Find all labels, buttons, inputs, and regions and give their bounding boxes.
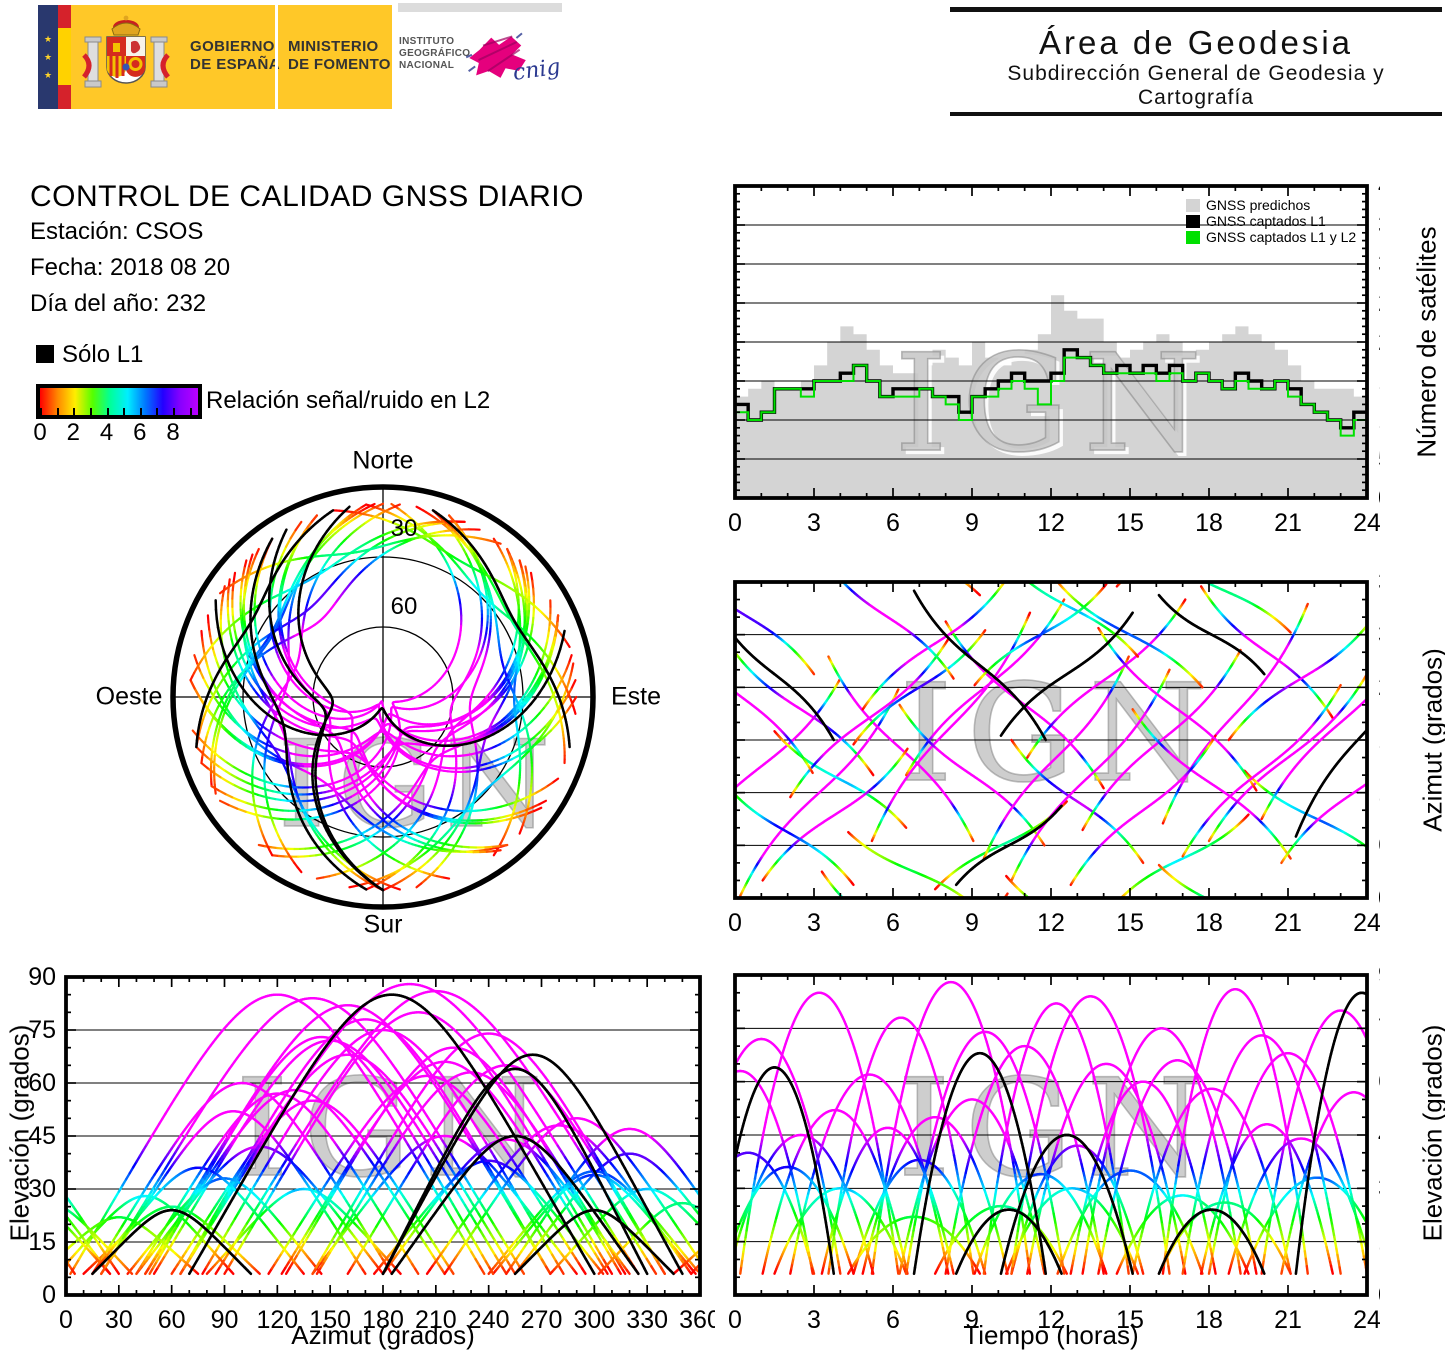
ministerio-label: MINISTERIO DE FOMENTO bbox=[288, 38, 391, 73]
az-time-ylabel: Azimut (grados) bbox=[1417, 648, 1445, 832]
legend-swatch bbox=[1186, 214, 1200, 228]
el-az-chart bbox=[0, 965, 715, 1345]
colorbar-tick bbox=[106, 408, 109, 415]
doy-line: Día del año: 232 bbox=[30, 290, 207, 317]
el-time-chart bbox=[720, 965, 1380, 1345]
skyplot-label-north: Norte bbox=[352, 446, 414, 475]
area-subtitle: Subdirección General de Geodesia y Carto… bbox=[1007, 62, 1385, 109]
colorbar-tick-label: 2 bbox=[66, 419, 80, 446]
skyplot-canvas bbox=[95, 445, 675, 935]
colorbar-tick-label: 8 bbox=[166, 419, 180, 446]
colorbar-tick-label: 6 bbox=[133, 419, 147, 446]
cnig-logo-icon: cnig bbox=[458, 28, 562, 99]
spain-flag-icon bbox=[58, 5, 71, 109]
el-az-ylabel: Elevación (grados) bbox=[4, 1024, 35, 1242]
eu-flag-icon: ★ ★ ★ bbox=[38, 5, 58, 109]
colorbar-tick bbox=[73, 408, 76, 415]
l1-only-swatch bbox=[36, 345, 54, 363]
header-rule-top bbox=[950, 7, 1442, 12]
ign-panel-topbar bbox=[398, 3, 562, 12]
legend-item: GNSS captados L1 y L2 bbox=[1186, 229, 1356, 245]
skyplot-label-east: Este bbox=[610, 682, 662, 711]
az-time-chart bbox=[720, 568, 1380, 943]
report-title: CONTROL DE CALIDAD GNSS DIARIO bbox=[30, 180, 584, 213]
snr-colorbar-label: Relación señal/ruido en L2 bbox=[206, 387, 491, 414]
colorbar-tick bbox=[56, 408, 59, 415]
legend-item: GNSS predichos bbox=[1186, 197, 1356, 213]
el-time-xlabel: Tiempo (horas) bbox=[963, 1320, 1139, 1350]
colorbar-tick bbox=[123, 408, 126, 415]
sat-count-chart bbox=[720, 175, 1380, 545]
instituto-label: INSTITUTO GEOGRÁFICO NACIONAL bbox=[399, 36, 471, 71]
skyplot-ring-label-60: 60 bbox=[390, 593, 418, 620]
l1-only-label: Sólo L1 bbox=[62, 341, 144, 368]
legend-label: GNSS predichos bbox=[1206, 197, 1311, 213]
banner-divider bbox=[275, 5, 278, 109]
colorbar-tick-label: 4 bbox=[99, 419, 114, 446]
legend-label: GNSS captados L1 y L2 bbox=[1206, 229, 1357, 245]
gobierno-label: GOBIERNO DE ESPAÑA bbox=[190, 38, 281, 73]
coat-of-arms-icon bbox=[78, 15, 174, 104]
legend-swatch bbox=[1186, 198, 1200, 212]
cnig-script: cnig bbox=[511, 55, 562, 86]
area-title: Área de Geodesia bbox=[1038, 24, 1353, 61]
colorbar-tick-label: 0 bbox=[33, 419, 47, 446]
gov-banner: ★ ★ ★ bbox=[38, 5, 392, 109]
el-time-ylabel: Elevación (grados) bbox=[1417, 1024, 1445, 1242]
colorbar-tick bbox=[189, 408, 192, 415]
skyplot-ring-label-30: 30 bbox=[390, 515, 418, 542]
colorbar-tick bbox=[40, 408, 42, 415]
colorbar-tick bbox=[139, 408, 142, 415]
el-az-xlabel: Azimut (grados) bbox=[291, 1320, 475, 1350]
legend-item: GNSS captados L1 bbox=[1186, 213, 1356, 229]
station-line: Estación: CSOS bbox=[30, 218, 204, 245]
colorbar-tick bbox=[173, 408, 176, 415]
sat-count-legend: GNSS predichos GNSS captados L1 GNSS capta… bbox=[1186, 197, 1356, 245]
date-line: Fecha: 2018 08 20 bbox=[30, 254, 231, 281]
legend-label: GNSS captados L1 bbox=[1206, 213, 1326, 229]
colorbar-tick bbox=[89, 408, 92, 415]
skyplot-label-south: Sur bbox=[363, 910, 403, 939]
colorbar-tick bbox=[156, 408, 159, 415]
header-rule-bottom bbox=[950, 112, 1442, 116]
legend-swatch bbox=[1186, 230, 1200, 244]
skyplot-label-west: Oeste bbox=[95, 682, 163, 711]
sat-count-ylabel: Número de satélites bbox=[1411, 226, 1442, 458]
snr-colorbar bbox=[36, 384, 202, 419]
